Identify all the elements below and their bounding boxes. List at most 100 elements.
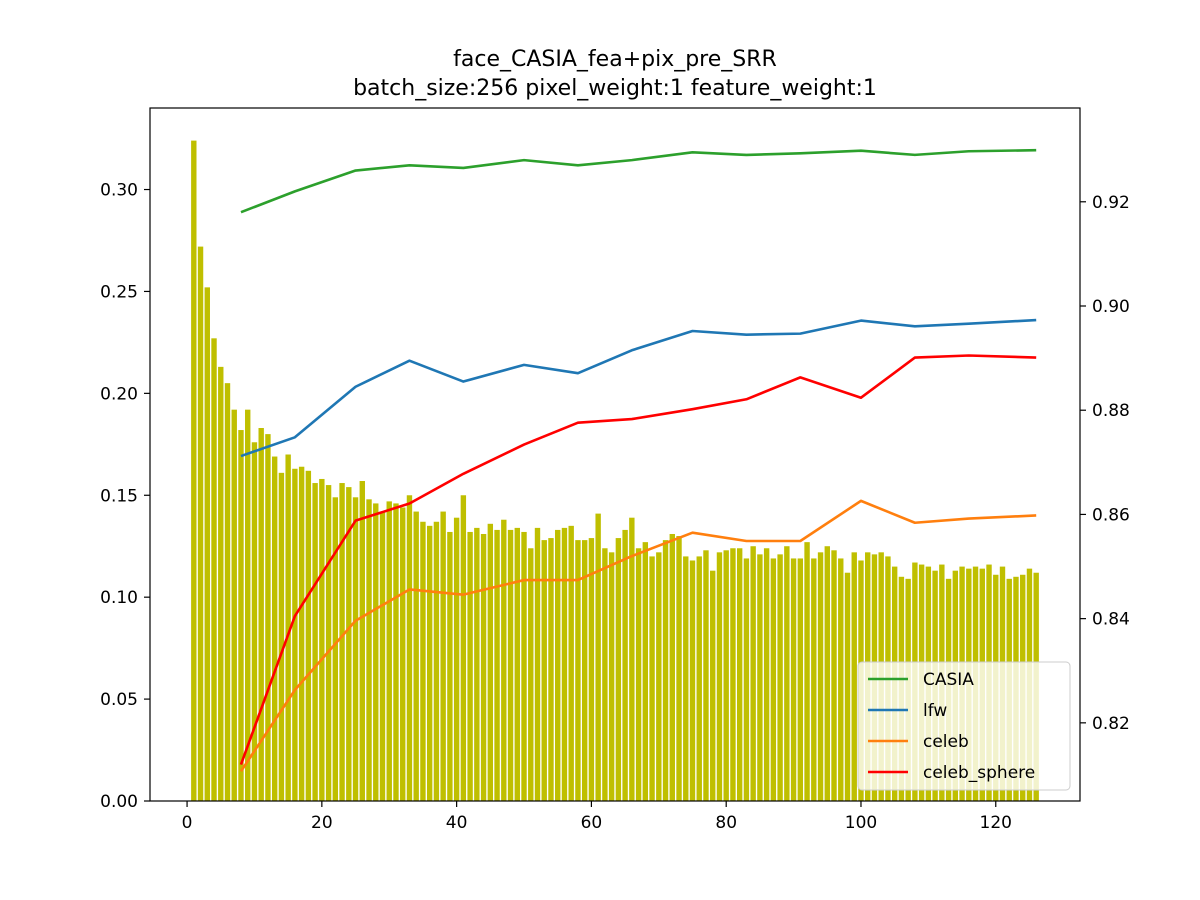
bar (710, 570, 716, 801)
bar (730, 548, 736, 801)
x-tick-label: 20 (311, 813, 333, 833)
bar (642, 542, 649, 801)
axes-group: 0 20 40 60 80 100 120 0.00 0.05 0.10 0.15 0.20 0.25 0… (100, 181, 1130, 833)
series-line-celeb-sphere (239, 354, 1037, 765)
x-tick-label: 120 (980, 813, 1012, 833)
lines-group (239, 148, 1037, 773)
bar (366, 499, 372, 801)
x-tick-label: 80 (715, 813, 737, 833)
bar (575, 540, 581, 801)
bar (602, 548, 608, 801)
bar (339, 483, 345, 801)
bar (238, 430, 244, 801)
legend-label: lfw (923, 701, 947, 721)
bar (703, 550, 709, 801)
y2-tick-label: 0.86 (1092, 505, 1130, 525)
bar (541, 540, 547, 801)
bar (433, 521, 440, 801)
y2-tick-label: 0.90 (1092, 297, 1130, 317)
x-tick-label: 60 (581, 813, 603, 833)
bar (608, 552, 615, 801)
y-tick-label: 0.25 (100, 282, 138, 302)
legend-label: celeb (923, 732, 969, 752)
bar (359, 481, 365, 801)
chart-title: face_CASIA_fea+pix_pre_SRR (453, 47, 777, 72)
bar (231, 409, 237, 801)
bar (400, 507, 406, 801)
bar (763, 548, 770, 801)
bar (723, 550, 729, 801)
bar (312, 483, 318, 801)
bar (258, 428, 264, 801)
bar (467, 531, 473, 801)
bar (224, 383, 231, 801)
bar (191, 140, 197, 802)
bar (838, 558, 844, 801)
bar (521, 531, 527, 801)
bar (622, 529, 628, 801)
bar (528, 548, 534, 801)
bar (507, 529, 514, 801)
bar (750, 546, 756, 801)
bar (346, 487, 352, 801)
bar (790, 558, 797, 801)
bar (480, 533, 487, 801)
bar (635, 548, 642, 801)
bar (804, 542, 810, 801)
bar (474, 527, 480, 801)
bar (595, 513, 601, 801)
bar (420, 521, 426, 801)
bar (844, 572, 851, 801)
bar (426, 525, 433, 801)
x-tick-label: 0 (182, 813, 193, 833)
bar (615, 538, 622, 801)
bar (292, 468, 298, 801)
bar (319, 478, 325, 801)
bar (453, 517, 460, 801)
bar (696, 556, 702, 801)
bar (501, 519, 507, 801)
bar (271, 456, 278, 801)
legend-label: celeb_sphere (923, 763, 1035, 783)
bar (487, 523, 494, 801)
legend-label: CASIA (923, 670, 974, 690)
series-line-casia (240, 148, 1037, 214)
x-tick-label: 40 (446, 813, 468, 833)
series-line-lfw (240, 318, 1037, 458)
bar (514, 527, 520, 801)
bar (757, 554, 763, 801)
plot-frame (149, 107, 1081, 802)
bar (588, 538, 595, 801)
bar (831, 550, 837, 801)
y2-tick-label: 0.82 (1092, 714, 1130, 734)
bar (683, 556, 689, 801)
bar (851, 552, 857, 801)
bar (393, 503, 399, 801)
bar (204, 287, 210, 801)
bar (736, 548, 743, 801)
bar (352, 497, 359, 801)
bar (669, 533, 675, 801)
bar (649, 556, 655, 801)
bar (373, 503, 379, 801)
y2-tick-label: 0.88 (1092, 401, 1130, 421)
bar (676, 536, 682, 801)
bar (197, 246, 204, 802)
bar (784, 546, 790, 801)
y-tick-label: 0.00 (100, 792, 138, 812)
bar (811, 558, 817, 801)
bar (656, 552, 662, 801)
bar (824, 546, 830, 801)
bar (305, 470, 312, 801)
bar (561, 527, 568, 801)
y-tick-label: 0.20 (100, 384, 138, 404)
bar (494, 529, 500, 801)
bar (218, 366, 224, 801)
bar (581, 540, 588, 801)
bar (440, 511, 446, 801)
bar (555, 529, 561, 801)
x-tick-label: 100 (845, 813, 877, 833)
series-line-celeb (239, 499, 1037, 773)
